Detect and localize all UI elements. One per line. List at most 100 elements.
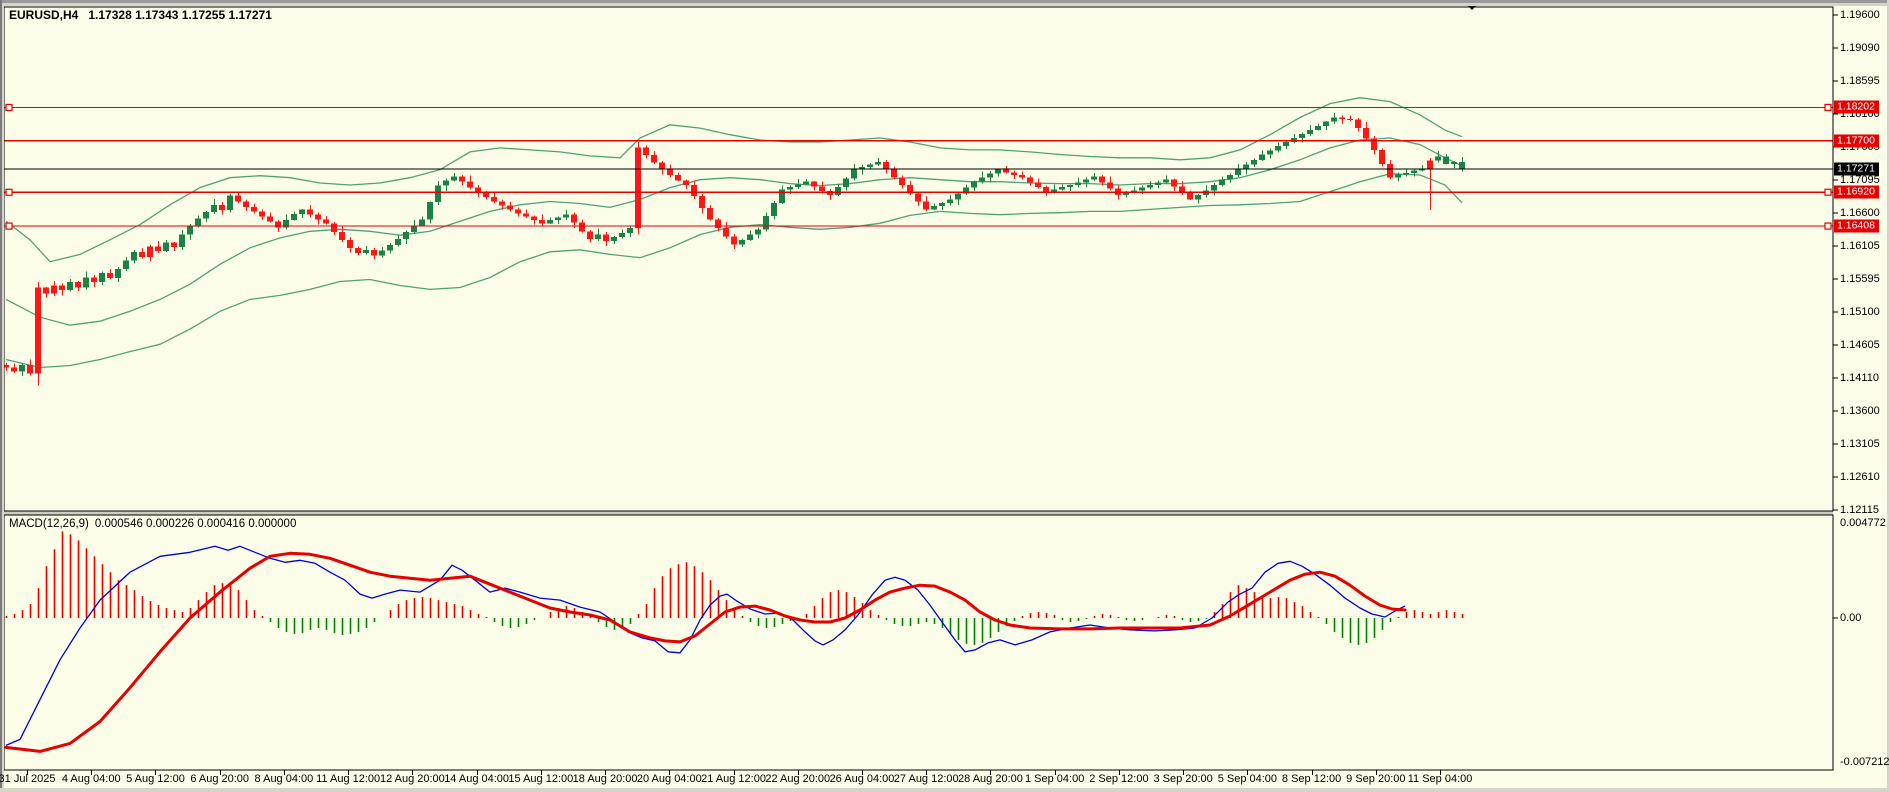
candle-body-up bbox=[1147, 184, 1153, 188]
candle-body-down bbox=[315, 214, 321, 220]
time-axis-label: 8 Aug 04:00 bbox=[254, 773, 314, 785]
bollinger-middle-line bbox=[5, 137, 1463, 326]
hline-handle[interactable] bbox=[1824, 103, 1832, 112]
candles-layer bbox=[3, 112, 1465, 386]
candle-body-up bbox=[763, 216, 769, 230]
time-axis-label: 9 Sep 20:00 bbox=[1346, 773, 1406, 785]
macd-signal-line bbox=[4, 551, 1407, 753]
candle-body-up bbox=[995, 169, 1001, 174]
candle-body-down bbox=[107, 272, 113, 279]
hline-price-tag[interactable]: 1.16920 bbox=[1834, 185, 1879, 199]
candle-body-up bbox=[419, 219, 425, 226]
candle-body-up bbox=[955, 193, 961, 200]
hline-handle[interactable] bbox=[1824, 222, 1832, 230]
candle-body-up bbox=[875, 161, 881, 165]
time-axis-label: 5 Aug 12:00 bbox=[126, 773, 185, 785]
time-axis-label: 6 Aug 20:00 bbox=[190, 773, 250, 785]
candle-body-down bbox=[1171, 179, 1177, 187]
candle-body-down bbox=[43, 287, 49, 294]
candle-body-up bbox=[283, 220, 289, 228]
candle-body-up bbox=[1051, 189, 1057, 192]
hline-handle[interactable] bbox=[1824, 188, 1832, 196]
candle-body-down bbox=[275, 221, 281, 228]
candle-body-up bbox=[1259, 154, 1265, 160]
candle-body-up bbox=[563, 214, 569, 218]
candle-body-up bbox=[195, 218, 201, 226]
candle-body-down bbox=[539, 220, 545, 224]
price-axis-label: 1.14110 bbox=[1840, 372, 1879, 384]
candle-body-down bbox=[499, 201, 505, 206]
candle-body-up bbox=[179, 234, 185, 248]
candle-body-up bbox=[387, 245, 393, 251]
candle-body-up bbox=[1227, 175, 1233, 180]
candle-body-up bbox=[1459, 161, 1465, 170]
candle-body-down bbox=[1179, 186, 1185, 193]
ohlc-values: 1.17328 1.17343 1.17255 1.17271 bbox=[88, 8, 272, 22]
candle-body-down bbox=[1011, 172, 1017, 176]
time-axis-label: 11 Aug 12:00 bbox=[316, 773, 381, 785]
candle-body-up bbox=[403, 231, 409, 240]
candle-body-up bbox=[939, 202, 945, 207]
candle-body-down bbox=[1379, 149, 1385, 164]
panel-separator[interactable] bbox=[4, 511, 1833, 515]
candle-body-up bbox=[1059, 186, 1065, 190]
candle-body-down bbox=[811, 181, 817, 187]
candle-body-down bbox=[659, 162, 665, 170]
candle-body-up bbox=[1083, 179, 1089, 183]
candle-body-down bbox=[1043, 186, 1049, 192]
candle-body-up bbox=[427, 202, 433, 220]
window-left-edge bbox=[0, 0, 2, 792]
candle-body-down bbox=[531, 216, 537, 221]
candle-body-down bbox=[507, 205, 513, 210]
hline-handle[interactable] bbox=[5, 103, 13, 112]
candle-body-up bbox=[1451, 161, 1457, 164]
hline-price-tag[interactable]: 1.18202 bbox=[1834, 100, 1879, 114]
candle-body-up bbox=[1443, 156, 1449, 164]
candle-body-down bbox=[371, 249, 377, 256]
window-top-edge-inner bbox=[0, 3, 1889, 6]
candle-body-down bbox=[819, 186, 825, 191]
time-axis-label: 2 Sep 12:00 bbox=[1089, 773, 1149, 785]
candle-body-up bbox=[227, 195, 233, 211]
bollinger-upper-line bbox=[5, 97, 1463, 263]
candle-body-up bbox=[851, 169, 857, 179]
candle-body-up bbox=[979, 177, 985, 182]
candle-body-up bbox=[1323, 121, 1329, 127]
bollinger-lower-line bbox=[5, 173, 1463, 369]
candle-body-up bbox=[1235, 169, 1241, 176]
candle-body-up bbox=[1195, 194, 1201, 200]
price-axis-label: 1.12610 bbox=[1840, 471, 1880, 483]
candle-body-up bbox=[1075, 182, 1081, 185]
candle-body-up bbox=[19, 364, 25, 372]
hline-price-tag[interactable]: 1.17700 bbox=[1834, 134, 1879, 148]
candle-body-up bbox=[779, 189, 785, 203]
hline-handle[interactable] bbox=[5, 188, 13, 196]
candle-body-up bbox=[1307, 130, 1313, 135]
price-axis-label: 1.12115 bbox=[1840, 504, 1879, 516]
candle-body-up bbox=[1403, 173, 1409, 175]
candle-body-down bbox=[1387, 163, 1393, 178]
candle-body-up bbox=[379, 250, 385, 256]
candle-body-up bbox=[291, 214, 297, 221]
candle-body-down bbox=[587, 231, 593, 240]
hline-handle[interactable] bbox=[5, 222, 13, 230]
candle-body-down bbox=[75, 282, 81, 288]
candle-body-up bbox=[1091, 176, 1097, 180]
candle-body-down bbox=[915, 193, 921, 202]
candle-body-down bbox=[651, 155, 657, 163]
candle-body-down bbox=[1107, 182, 1113, 189]
candle-body-up bbox=[963, 187, 969, 194]
time-axis-label: 1 Sep 04:00 bbox=[1025, 773, 1085, 785]
macd-line bbox=[5, 545, 1406, 746]
candle-body-down bbox=[331, 223, 337, 232]
price-axis-label: 1.19600 bbox=[1840, 9, 1880, 21]
candle-body-down bbox=[1035, 182, 1041, 187]
hline-price-tag[interactable]: 1.16408 bbox=[1834, 219, 1879, 233]
candle-body-up bbox=[771, 202, 777, 217]
candle-body-up bbox=[435, 185, 441, 203]
bollinger-bands bbox=[5, 97, 1463, 369]
candle-body-down bbox=[235, 195, 241, 202]
candle-body-up bbox=[1299, 134, 1305, 139]
candle-body-up bbox=[83, 277, 89, 288]
